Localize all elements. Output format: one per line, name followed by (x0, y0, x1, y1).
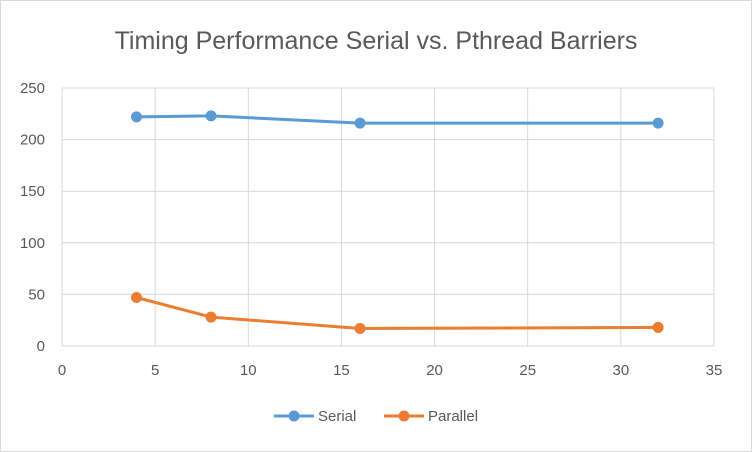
data-point-parallel (354, 322, 366, 334)
y-tick-label: 150 (20, 183, 45, 200)
chart-title: Timing Performance Serial vs. Pthread Ba… (115, 27, 638, 55)
x-tick-label: 20 (426, 362, 443, 379)
legend-marker-serial (288, 410, 300, 422)
y-tick-label: 50 (28, 286, 45, 303)
y-tick-label: 0 (37, 338, 45, 355)
data-point-serial (205, 110, 217, 122)
y-axis-ticks: 0 50 100 150 200 250 (20, 80, 45, 355)
series-serial (131, 110, 664, 129)
legend-item-parallel: Parallel (384, 408, 478, 425)
y-tick-label: 250 (20, 80, 45, 97)
series-line-parallel (135, 295, 660, 330)
legend-label-parallel: Parallel (428, 408, 478, 425)
y-tick-label: 100 (20, 235, 45, 252)
x-axis-ticks: 0 5 10 15 20 25 30 35 (58, 362, 723, 379)
legend-marker-parallel (398, 410, 410, 422)
data-point-serial (354, 117, 366, 129)
series-line-serial (135, 114, 660, 125)
x-tick-label: 30 (613, 362, 630, 379)
gridlines (61, 87, 715, 347)
legend: Serial Parallel (274, 408, 478, 425)
data-point-parallel (131, 291, 143, 303)
legend-label-serial: Serial (318, 408, 356, 425)
y-tick-label: 200 (20, 132, 45, 149)
data-point-parallel (205, 311, 217, 323)
x-tick-label: 5 (151, 362, 159, 379)
data-point-serial (652, 117, 664, 129)
x-tick-label: 15 (333, 362, 350, 379)
series-layer (131, 110, 664, 334)
data-point-parallel (652, 321, 664, 333)
x-tick-label: 0 (58, 362, 66, 379)
x-tick-label: 10 (240, 362, 257, 379)
x-tick-label: 25 (519, 362, 536, 379)
legend-item-serial: Serial (274, 408, 356, 425)
data-point-serial (131, 111, 143, 123)
series-parallel (131, 291, 664, 334)
x-tick-label: 35 (706, 362, 723, 379)
